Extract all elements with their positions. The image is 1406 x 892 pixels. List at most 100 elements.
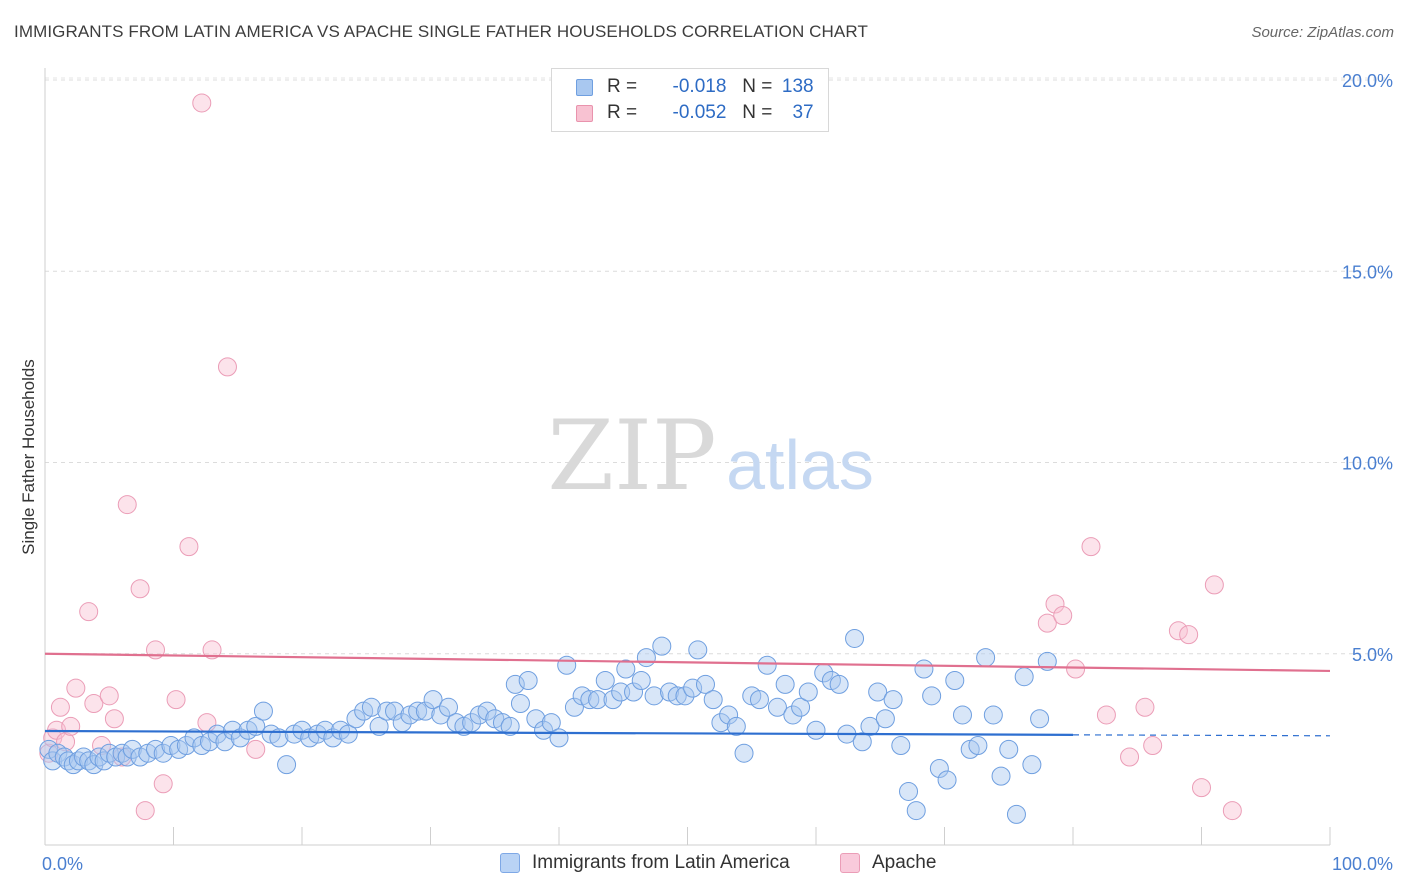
point-apache: [1204, 575, 1224, 595]
point-apache: [56, 732, 76, 752]
point-latin-america: [688, 640, 708, 660]
series-legend-apache[interactable]: Apache: [840, 852, 936, 874]
chart-title: IMMIGRANTS FROM LATIN AMERICA VS APACHE …: [14, 22, 868, 41]
point-latin-america: [968, 736, 988, 756]
point-latin-america: [644, 686, 664, 706]
point-latin-america: [223, 720, 243, 740]
point-latin-america: [667, 686, 687, 706]
point-latin-america: [564, 697, 584, 717]
point-latin-america: [89, 747, 109, 767]
legend-row-apache: R = -0.052 N = 37: [576, 101, 814, 125]
y-axis-label: Single Father Households: [19, 359, 38, 555]
point-latin-america: [868, 682, 888, 702]
series-legend-label: Immigrants from Latin America: [532, 852, 790, 873]
trend-line-apache: [44, 652, 1331, 673]
point-latin-america: [500, 716, 520, 736]
point-latin-america: [791, 697, 811, 717]
point-latin-america: [477, 701, 497, 721]
point-apache: [1053, 606, 1073, 625]
point-apache: [1143, 736, 1163, 756]
point-latin-america: [1006, 804, 1026, 824]
point-latin-america: [63, 755, 83, 775]
point-latin-america: [775, 674, 795, 694]
point-apache: [1135, 697, 1155, 717]
series-latin-america-points: [39, 628, 1057, 824]
point-latin-america: [361, 697, 381, 717]
point-apache: [92, 736, 112, 756]
axes: [44, 68, 1331, 846]
point-latin-america: [588, 690, 608, 710]
point-latin-america: [1022, 755, 1042, 775]
point-apache: [202, 640, 222, 660]
point-latin-america: [952, 705, 972, 725]
y-tick-label: 5.0%: [1352, 645, 1393, 665]
point-apache: [217, 357, 237, 377]
point-latin-america: [369, 716, 389, 736]
point-latin-america: [207, 724, 227, 744]
point-latin-america: [767, 697, 787, 717]
point-latin-america: [377, 701, 397, 721]
point-latin-america: [549, 728, 569, 748]
point-latin-america: [875, 709, 895, 729]
point-latin-america: [603, 690, 623, 710]
point-latin-america: [757, 655, 777, 675]
legend-n-label: N =: [742, 76, 773, 97]
point-latin-america: [534, 720, 554, 740]
point-apache: [1037, 613, 1057, 633]
point-latin-america: [438, 697, 458, 717]
point-latin-america: [423, 690, 443, 710]
grid-lines: [45, 77, 1390, 655]
point-latin-america: [631, 671, 651, 691]
point-latin-america: [431, 705, 451, 725]
watermark-atlas: atlas: [726, 426, 874, 504]
point-latin-america: [153, 743, 173, 763]
source-label: Source: ZipAtlas.com: [1251, 24, 1394, 41]
point-latin-america: [914, 659, 934, 679]
point-latin-america: [845, 628, 865, 648]
series-legend-swatch-apache: [840, 853, 860, 873]
series-legend-latin-america[interactable]: Immigrants from Latin America: [500, 852, 790, 874]
watermark-zip: ZIP: [547, 400, 716, 512]
point-latin-america: [176, 736, 196, 756]
point-latin-america: [230, 728, 250, 748]
point-apache: [192, 93, 212, 113]
y-tick-label: 20.0%: [1342, 71, 1393, 91]
point-latin-america: [346, 709, 366, 729]
point-latin-america: [68, 751, 88, 771]
point-latin-america: [624, 682, 644, 702]
point-latin-america: [726, 716, 746, 736]
point-latin-america: [798, 682, 818, 702]
point-apache: [1120, 747, 1140, 767]
point-latin-america: [829, 674, 849, 694]
point-apache: [1066, 659, 1086, 679]
point-latin-america: [122, 739, 142, 759]
point-apache: [179, 537, 199, 557]
point-latin-america: [675, 686, 695, 706]
point-latin-america: [749, 690, 769, 710]
point-latin-america: [945, 671, 965, 691]
legend-row-latin-america: R = -0.018 N = 138: [576, 75, 814, 99]
point-latin-america: [1037, 651, 1057, 671]
point-apache: [66, 678, 86, 698]
point-latin-america: [976, 648, 996, 668]
legend-n-label: N =: [742, 102, 773, 123]
point-apache: [1081, 537, 1101, 557]
point-latin-america: [112, 743, 132, 763]
point-latin-america: [906, 801, 926, 821]
point-latin-america: [557, 655, 577, 675]
point-latin-america: [711, 713, 731, 733]
point-latin-america: [703, 690, 723, 710]
x-tick-label: 0.0%: [42, 854, 83, 874]
y-tick-label: 10.0%: [1342, 454, 1393, 474]
point-latin-america: [734, 743, 754, 763]
point-apache: [135, 801, 155, 821]
legend-r-value: -0.018: [672, 76, 727, 97]
point-apache: [166, 690, 186, 710]
point-latin-america: [891, 736, 911, 756]
point-latin-america: [518, 671, 538, 691]
point-apache: [1192, 778, 1211, 798]
point-latin-america: [695, 674, 715, 694]
point-latin-america: [783, 705, 803, 725]
point-latin-america: [315, 720, 335, 740]
